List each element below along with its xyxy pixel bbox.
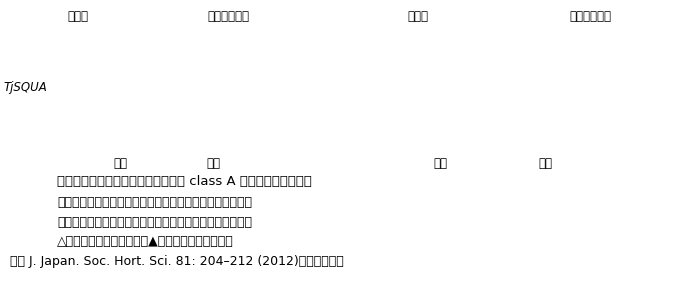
Bar [0, 171, 700, 296]
Bar [0, 0, 48, 171]
Text: 幅広い副花冠: 幅広い副花冠 [207, 10, 249, 23]
Text: 無処理: 無処理 [407, 10, 428, 23]
Bar [0, 0, 700, 18]
Text: 図は J. Japan. Soc. Hort. Sci. 81: 204–212 (2012)より一部改変: 図は J. Japan. Soc. Hort. Sci. 81: 204–212… [10, 255, 344, 268]
Text: TjSQUA: TjSQUA [3, 81, 47, 94]
Text: 花弁: 花弁 [433, 157, 447, 170]
Text: △：幅広い副花冠の原基、▲：細長い副花冠の原基: △：幅広い副花冠の原基、▲：細長い副花冠の原基 [57, 235, 234, 248]
Text: 左，中央左：幅広い副花冠形成初期の蕾（花弁伸長前期）: 左，中央左：幅広い副花冠形成初期の蕾（花弁伸長前期） [57, 196, 252, 209]
Text: 雄蕊: 雄蕊 [538, 157, 552, 170]
Text: 右，中央右：細長い副花冠形成初期の蕾（花弁伸長後期）: 右，中央右：細長い副花冠形成初期の蕾（花弁伸長後期） [57, 215, 252, 229]
Text: 雄蕊: 雄蕊 [206, 157, 220, 170]
Text: 図３．形態の異なる副花冠における class A 遺伝子の発現の違い: 図３．形態の異なる副花冠における class A 遺伝子の発現の違い [57, 175, 312, 188]
Text: 無処理: 無処理 [67, 10, 88, 23]
Text: 花弁: 花弁 [113, 157, 127, 170]
Text: 細長い副花冠: 細長い副花冠 [569, 10, 611, 23]
